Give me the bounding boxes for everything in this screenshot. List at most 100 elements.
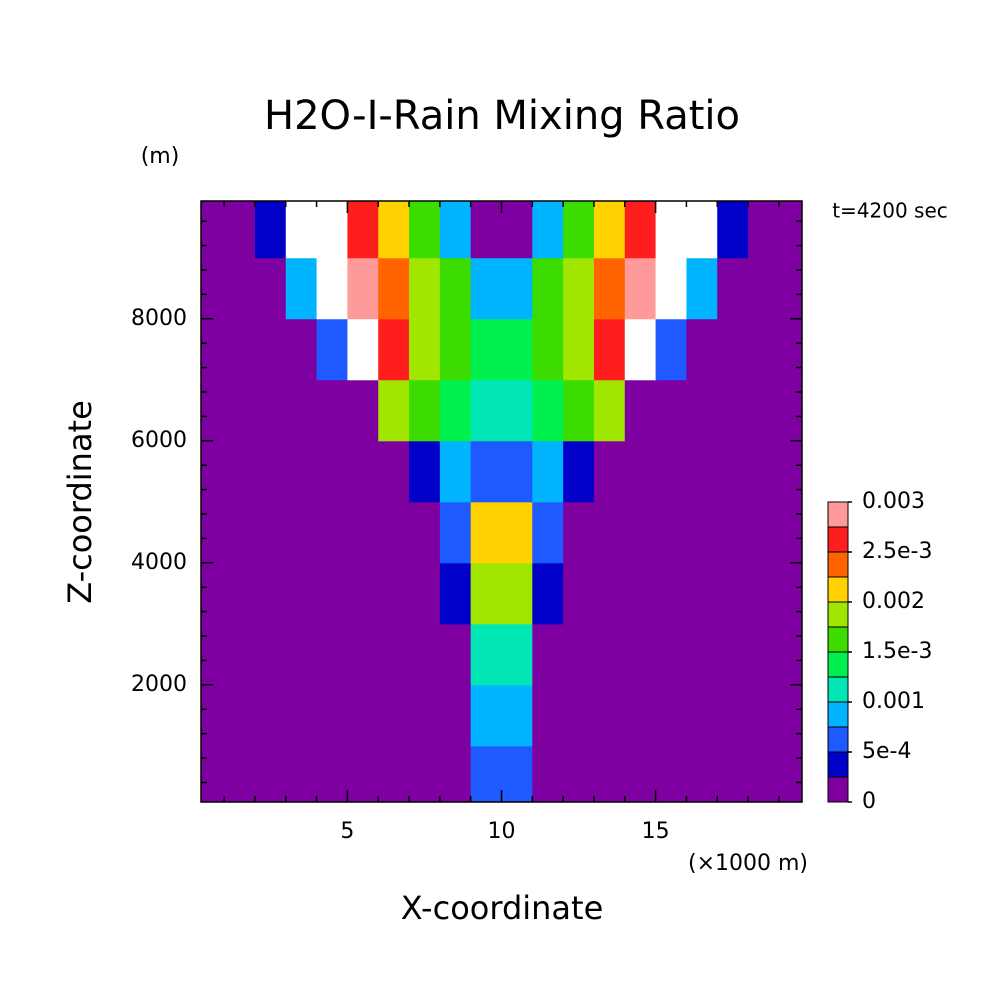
contour-cell xyxy=(409,623,441,686)
colorbar-band xyxy=(827,576,849,603)
contour-cell xyxy=(563,318,595,381)
contour-cell xyxy=(501,440,533,503)
contour-cell xyxy=(717,318,749,381)
contour-cell xyxy=(254,257,287,320)
x-tick-label: 15 xyxy=(642,819,670,844)
contour-cell xyxy=(717,501,749,564)
contour-cell xyxy=(501,501,533,564)
chart-title: H2O-I-Rain Mixing Ratio xyxy=(264,93,740,139)
contour-cell xyxy=(316,379,348,442)
contour-cell xyxy=(378,440,410,503)
colorbar-band xyxy=(827,501,849,528)
contour-cell xyxy=(347,501,379,564)
contour-cell xyxy=(224,623,256,686)
contour-cell xyxy=(470,201,502,259)
contour-cell xyxy=(717,440,749,503)
contour-cell xyxy=(778,440,802,503)
contour-cell xyxy=(378,501,410,564)
contour-cell xyxy=(624,562,657,625)
contour-cell xyxy=(532,684,564,747)
contour-cell xyxy=(717,745,749,802)
contour-cell xyxy=(593,257,626,320)
contour-cell xyxy=(254,318,287,381)
contour-cell xyxy=(563,684,595,747)
contour-cell xyxy=(686,745,718,802)
contour-cell xyxy=(563,623,595,686)
contour-cell xyxy=(409,201,441,259)
contour-cell xyxy=(532,501,564,564)
contour-cell xyxy=(624,745,657,802)
contour-cell xyxy=(470,318,502,381)
contour-cell xyxy=(624,501,657,564)
contour-cell xyxy=(409,379,441,442)
contour-cell xyxy=(501,623,533,686)
contour-cell xyxy=(409,745,441,802)
contour-cell xyxy=(285,623,318,686)
contour-cell xyxy=(748,623,780,686)
contour-cell xyxy=(470,440,502,503)
colorbar-band xyxy=(827,601,849,628)
contour-cell xyxy=(624,684,657,747)
contour-cell xyxy=(748,379,780,442)
colorbar-band xyxy=(827,726,849,753)
contour-cell xyxy=(748,501,780,564)
contour-cell xyxy=(439,440,472,503)
contour-cell xyxy=(347,379,379,442)
colorbar-label: 0 xyxy=(862,789,876,814)
contour-cell xyxy=(778,257,802,320)
contour-cell xyxy=(624,201,657,259)
contour-cell xyxy=(563,257,595,320)
contour-cell xyxy=(655,684,687,747)
contour-cell xyxy=(717,684,749,747)
contour-cell xyxy=(285,379,318,442)
contour-cell xyxy=(655,623,687,686)
colorbar-label: 0.003 xyxy=(862,489,925,514)
contour-cell xyxy=(686,623,718,686)
contour-cell xyxy=(254,745,287,802)
contour-cell xyxy=(224,684,256,747)
colorbar-label: 2.5e-3 xyxy=(862,539,932,564)
contour-cell xyxy=(686,257,718,320)
contour-cell xyxy=(501,201,533,259)
contour-cell xyxy=(563,201,595,259)
contour-cell xyxy=(409,318,441,381)
contour-cell xyxy=(201,501,225,564)
contour-cell xyxy=(285,745,318,802)
contour-cell xyxy=(593,440,626,503)
contour-cell xyxy=(285,440,318,503)
contour-cell xyxy=(378,684,410,747)
contour-cell xyxy=(201,684,225,747)
contour-cell xyxy=(316,318,348,381)
contour-cell xyxy=(593,201,626,259)
contour-cell xyxy=(378,257,410,320)
contour-cell xyxy=(285,257,318,320)
contour-cell xyxy=(409,440,441,503)
contour-cell xyxy=(717,201,749,259)
colorbar-label: 5e-4 xyxy=(862,739,911,764)
contour-cell xyxy=(470,257,502,320)
contour-cell xyxy=(224,440,256,503)
contour-cell xyxy=(347,745,379,802)
contour-cell xyxy=(254,562,287,625)
contour-cell xyxy=(347,257,379,320)
contour-cell xyxy=(778,562,802,625)
contour-cell xyxy=(201,623,225,686)
contour-cell xyxy=(224,745,256,802)
x-tick-label: 5 xyxy=(340,819,354,844)
contour-cell xyxy=(778,623,802,686)
contour-cell xyxy=(563,501,595,564)
contour-cell xyxy=(501,379,533,442)
contour-cell xyxy=(285,684,318,747)
time-label: t=4200 sec xyxy=(832,199,948,223)
colorbar-band xyxy=(827,701,849,728)
contour-cell xyxy=(224,318,256,381)
contour-cell xyxy=(686,318,718,381)
contour-field xyxy=(201,201,802,802)
axes: 0 5e-4 0.001 1.5e-3 0.002 2.5e-3 0.003 xyxy=(200,200,932,814)
contour-cell xyxy=(624,257,657,320)
contour-cell xyxy=(201,318,225,381)
contour-cell xyxy=(655,745,687,802)
contour-cell xyxy=(347,318,379,381)
contour-cell xyxy=(439,684,472,747)
contour-cell xyxy=(254,684,287,747)
